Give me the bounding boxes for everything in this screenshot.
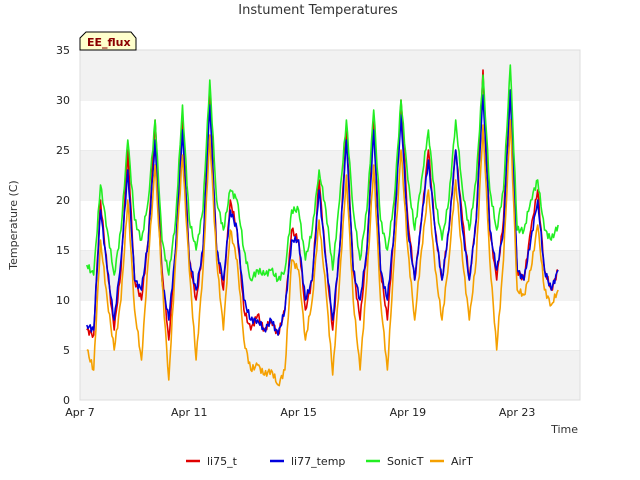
y-tick-label: 10: [56, 294, 70, 307]
series-lines: [86, 64, 559, 387]
legend: li75_t li77_temp SonicT AirT: [186, 455, 473, 468]
x-tick-label: Apr 23: [499, 406, 536, 419]
series-line-airt: [86, 119, 559, 387]
grid-band: [80, 50, 580, 100]
y-tick-label: 0: [63, 394, 70, 407]
y-tick-label: 15: [56, 244, 70, 257]
legend-label: li77_temp: [291, 455, 345, 468]
y-tick-label: 35: [56, 44, 70, 57]
x-tick-label: Apr 19: [390, 406, 427, 419]
legend-label: SonicT: [387, 455, 424, 468]
x-tick-label: Apr 7: [65, 406, 95, 419]
y-axis-label: Temperature (C): [7, 180, 20, 270]
y-tick-label: 20: [56, 194, 70, 207]
series-line-sonict: [86, 64, 559, 283]
annotation-badge: EE_flux: [79, 31, 137, 51]
legend-label: AirT: [451, 455, 473, 468]
x-axis-ticks: Apr 7 Apr 11 Apr 15 Apr 19 Apr 23: [65, 406, 535, 419]
chart-title: Instument Temperatures: [238, 3, 398, 18]
legend-label: li75_t: [207, 455, 238, 468]
grid-band: [80, 100, 580, 150]
plot-frame: [79, 49, 581, 401]
y-tick-label: 25: [56, 144, 70, 157]
x-tick-label: Apr 15: [280, 406, 317, 419]
series-line-li77-temp: [86, 89, 559, 336]
grid-band: [80, 150, 580, 200]
grid-band: [80, 350, 580, 400]
y-tick-label: 5: [63, 344, 70, 357]
y-axis-ticks: 0 5 10 15 20 25 30 35: [56, 44, 70, 407]
y-tick-label: 30: [56, 94, 70, 107]
annotation-label: EE_flux: [87, 36, 131, 49]
x-tick-label: Apr 11: [171, 406, 208, 419]
x-axis-label: Time: [550, 423, 578, 436]
